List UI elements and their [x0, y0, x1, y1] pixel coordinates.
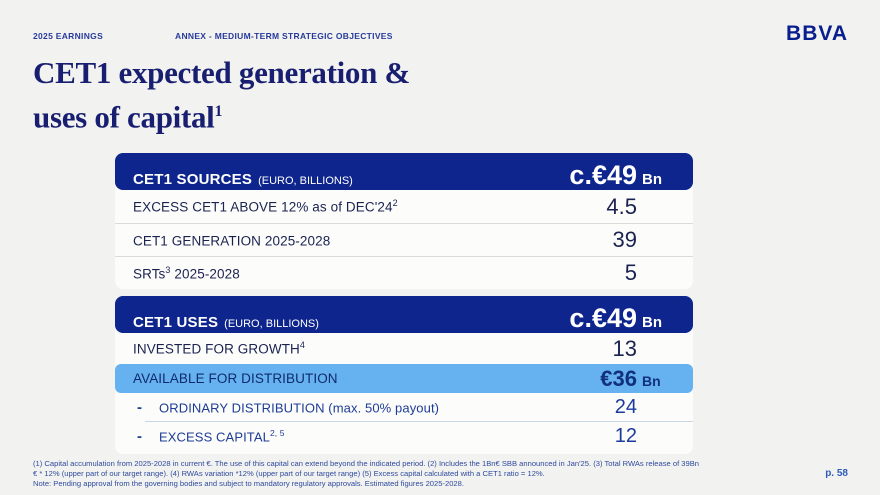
- row-label: INVESTED FOR GROWTH4: [133, 340, 305, 357]
- cet1-uses-title: CET1 USES: [133, 314, 219, 331]
- cet1-uses-total: c.€49: [569, 303, 637, 333]
- table-sub-row: - EXCESS CAPITAL2, 5 12: [115, 422, 693, 450]
- cet1-sources-table: CET1 SOURCES (EURO, BILLIONS) c.€49 Bn E…: [115, 153, 693, 289]
- title-footnote-ref: 1: [214, 103, 223, 120]
- row-value: 13: [612, 335, 637, 361]
- cet1-sources-body: EXCESS CET1 ABOVE 12% as of DEC'242 4.5 …: [115, 186, 693, 289]
- cet1-sources-header: CET1 SOURCES (EURO, BILLIONS) c.€49 Bn: [115, 153, 693, 190]
- available-for-distribution-row: AVAILABLE FOR DISTRIBUTION €36 Bn: [115, 364, 693, 393]
- row-value: 12: [614, 424, 637, 447]
- cet1-sources-subtitle: (EURO, BILLIONS): [258, 175, 353, 187]
- footnote-line: Note: Pending approval from the governin…: [33, 479, 464, 488]
- row-value: 4.5: [606, 193, 637, 219]
- row-label-text: EXCESS CAPITAL: [159, 429, 270, 445]
- dash-bullet-icon: -: [137, 398, 142, 416]
- report-label: 2025 EARNINGS: [33, 31, 104, 41]
- row-label: EXCESS CAPITAL2, 5: [159, 428, 285, 444]
- row-label: SRTs3 2025-2028: [133, 265, 240, 282]
- footnote-ref: 2: [392, 198, 398, 209]
- section-label: ANNEX - MEDIUM-TERM STRATEGIC OBJECTIVES: [175, 31, 393, 41]
- footnote-line: € * 12% (upper part of our target range)…: [33, 469, 545, 478]
- page-title: CET1 expected generation & uses of capita…: [33, 53, 410, 136]
- footnote-ref: 3: [165, 264, 171, 275]
- cet1-uses-table: CET1 USES (EURO, BILLIONS) c.€49 Bn INVE…: [115, 296, 693, 454]
- row-label-text: CET1 GENERATION 2025-2028: [133, 233, 331, 249]
- cet1-sources-title: CET1 SOURCES: [133, 171, 253, 188]
- cet1-sources-total: c.€49: [569, 160, 637, 190]
- row-value: 24: [614, 395, 637, 418]
- row-divider: [145, 421, 693, 422]
- row-label: CET1 GENERATION 2025-2028: [133, 232, 331, 249]
- footnotes: (1) Capital accumulation from 2025-2028 …: [33, 459, 773, 489]
- footnote-line: (1) Capital accumulation from 2025-2028 …: [33, 459, 700, 468]
- row-value: 5: [624, 260, 637, 285]
- title-line1: CET1 expected generation &: [33, 55, 411, 90]
- row-value-unit: Bn: [642, 372, 661, 389]
- cet1-uses-body: INVESTED FOR GROWTH4 13 AVAILABLE FOR DI…: [115, 329, 693, 454]
- table-sub-row: - ORDINARY DISTRIBUTION (max. 50% payout…: [115, 393, 693, 421]
- row-label-tail: 2025-2028: [170, 266, 240, 282]
- row-label: EXCESS CET1 ABOVE 12% as of DEC'242: [133, 198, 398, 215]
- table-row: SRTs3 2025-2028 5: [115, 256, 693, 289]
- cet1-uses-header: CET1 USES (EURO, BILLIONS) c.€49 Bn: [115, 296, 693, 333]
- cet1-uses-subtitle: (EURO, BILLIONS): [224, 318, 319, 330]
- row-label-text: EXCESS CET1 ABOVE 12% as of DEC'24: [133, 199, 393, 215]
- row-label-text: SRTs: [133, 266, 166, 282]
- bbva-logo: BBVA: [786, 22, 848, 45]
- row-label-text: INVESTED FOR GROWTH: [133, 341, 300, 357]
- table-row: EXCESS CET1 ABOVE 12% as of DEC'242 4.5: [115, 190, 693, 223]
- footnote-ref: 2, 5: [269, 427, 285, 438]
- row-label: ORDINARY DISTRIBUTION (max. 50% payout): [159, 399, 439, 415]
- table-row: INVESTED FOR GROWTH4 13: [115, 333, 693, 364]
- row-label: AVAILABLE FOR DISTRIBUTION: [133, 371, 338, 386]
- row-label-text: ORDINARY DISTRIBUTION (max. 50% payout): [159, 400, 440, 416]
- cet1-uses-total-unit: Bn: [642, 314, 662, 331]
- title-line2: uses of capital: [33, 99, 215, 135]
- cet1-sources-total-unit: Bn: [642, 171, 662, 188]
- table-row: CET1 GENERATION 2025-2028 39: [115, 223, 693, 256]
- footnote-ref: 4: [299, 340, 306, 351]
- row-value: 39: [612, 227, 637, 252]
- page-number: p. 58: [825, 468, 848, 479]
- dash-bullet-icon: -: [137, 427, 142, 445]
- row-value: €36: [600, 365, 637, 391]
